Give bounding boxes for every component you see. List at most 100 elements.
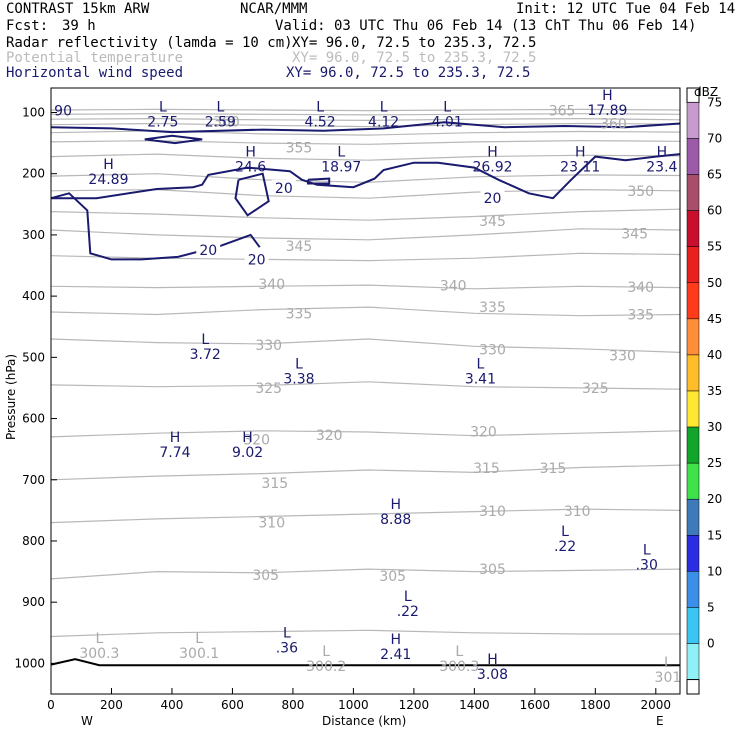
label-backdrop: [480, 190, 505, 206]
wind-extremum-value: 23.11: [560, 160, 600, 176]
theta-contour-label: 345: [479, 214, 506, 230]
y-tick-label: 600: [22, 412, 45, 426]
wind-extremum-kind: L: [561, 524, 569, 540]
theta-contour-label: 345: [286, 239, 313, 255]
theta-extremum-kind: L: [95, 631, 103, 647]
wind-extremum-kind: L: [380, 99, 388, 115]
org-label: NCAR/MMM: [240, 1, 307, 17]
theta-contour-label: 325: [582, 381, 609, 397]
theta-extremum-value: 300.2: [306, 659, 346, 675]
theta-contour-label: 340: [440, 279, 467, 295]
colorbar-tick-label: 50: [707, 276, 722, 290]
wind-extremum-value: 23.4: [646, 160, 677, 176]
theta-contour-label: 330: [479, 342, 506, 358]
colorbar-tick-label: 10: [707, 564, 722, 578]
theta-contour-label: 305: [252, 568, 279, 584]
theta-contour-label: 310: [564, 504, 591, 520]
theta-extremum-kind: L: [664, 655, 672, 671]
theta-extremum-value: 300.3: [79, 646, 119, 662]
theta-contour-line: [50, 113, 681, 116]
wind-contour-line: [234, 172, 270, 217]
wind-extremum-kind: L: [216, 99, 224, 115]
theta-extremum-kind: L: [455, 644, 463, 660]
colorbar-tick-label: 0: [707, 637, 715, 651]
colorbar-tick-label: 65: [707, 168, 722, 182]
wind-extremum-value: 24.89: [88, 172, 128, 188]
y-tick-label: 900: [22, 595, 45, 609]
wind-contour-label: 20: [248, 252, 266, 268]
theta-contour-line: [50, 153, 681, 161]
y-tick-label: 1000: [14, 656, 45, 670]
wind-contour-line: [51, 153, 681, 200]
theta-contour-line: [50, 173, 681, 183]
theta-contour-label: 315: [473, 461, 500, 477]
field-reflectivity-name: Radar reflectivity (lamda = 10 cm): [6, 35, 293, 51]
wind-contour-label: 20: [275, 181, 293, 197]
theta-contour-label: 330: [609, 348, 636, 364]
x-tick-label: 1200: [399, 698, 430, 712]
wind-extremum-value: 7.74: [159, 445, 190, 461]
theta-contour-line: [50, 117, 681, 122]
theta-contour-line: [50, 629, 680, 638]
wind-extremum-kind: H: [390, 632, 401, 648]
y-axis-label: Pressure (hPa): [4, 354, 18, 440]
theta-contour-label: 335: [627, 307, 654, 323]
wind-extremum-value: .22: [554, 539, 576, 555]
wind-contour-line: [50, 192, 261, 261]
x-tick-label: 1600: [520, 698, 551, 712]
wind-extremum-value: 4.52: [305, 114, 336, 130]
wind-extremum-value: 3.08: [477, 667, 508, 683]
wind-extremum-kind: L: [443, 99, 451, 115]
wind-extremum-value: 2.59: [205, 114, 236, 130]
colorbar-swatch: [686, 138, 700, 175]
theta-contour-label: 340: [627, 280, 654, 296]
wind-extremum-value: .36: [276, 641, 298, 657]
x-tick-label: 2000: [641, 698, 672, 712]
theta-contour-label: 315: [261, 476, 288, 492]
wind-extremum-kind: L: [316, 99, 324, 115]
y-tick-label: 100: [22, 105, 45, 119]
wind-extremum-value: 8.88: [380, 512, 411, 528]
wind-extremum-value: 4.12: [368, 114, 399, 130]
colorbar-bottom-cap: [686, 679, 700, 695]
wind-extremum-kind: L: [404, 589, 412, 605]
wind-contour-label: 20: [484, 191, 502, 207]
wind-extremum-value: 18.97: [321, 160, 361, 176]
field-theta-name: Potential temperature: [6, 50, 183, 66]
wind-contour-label: 20: [199, 243, 217, 259]
colorbar-swatch: [686, 462, 700, 500]
theta-contour-label: 335: [479, 300, 506, 316]
colorbar-swatch: [686, 354, 700, 392]
wind-extremum-kind: L: [337, 145, 345, 161]
wind-extremum-kind: L: [201, 332, 209, 348]
theta-contour-label: 315: [540, 461, 567, 477]
colorbar-swatch: [686, 390, 700, 428]
colorbar-swatch: [686, 174, 700, 211]
theta-contour-label: 320: [470, 424, 497, 440]
colorbar-tick-label: 5: [707, 600, 715, 614]
colorbar-swatch: [686, 498, 700, 536]
theta-extremum-value: 300.3: [439, 659, 479, 675]
theta-contour-label: 360: [213, 115, 240, 131]
wind-contour-line: [50, 121, 681, 134]
surface-line: [50, 658, 680, 667]
wind-extremum-value: 4.01: [432, 114, 463, 130]
wind-extremum-value: 2.75: [147, 114, 178, 130]
theta-contour-line: [50, 284, 681, 290]
init-label: Init: 12 UTC Tue 04 Feb 14: [516, 1, 735, 17]
colorbar-unit: dBZ: [694, 85, 718, 99]
field-theta-xy: XY= 96.0, 72.5 to 235.3, 72.5: [292, 50, 536, 66]
theta-contour-label: 320: [316, 428, 343, 444]
wind-extremum-kind: L: [477, 356, 485, 372]
colorbar-tick-label: 60: [707, 204, 722, 218]
colorbar-tick-label: 25: [707, 456, 722, 470]
wind-extremum-value: 3.41: [465, 371, 496, 387]
model-title: CONTRAST 15km ARW: [6, 1, 150, 17]
theta-contour-label: 310: [258, 516, 285, 532]
wind-extremum-value: 2.41: [380, 647, 411, 663]
fcst-value: 39 h: [62, 18, 96, 34]
wind-extremum-kind: H: [103, 157, 114, 173]
colorbar-tick-label: 30: [707, 420, 722, 434]
wind-extremum-value: 3.72: [190, 347, 221, 363]
